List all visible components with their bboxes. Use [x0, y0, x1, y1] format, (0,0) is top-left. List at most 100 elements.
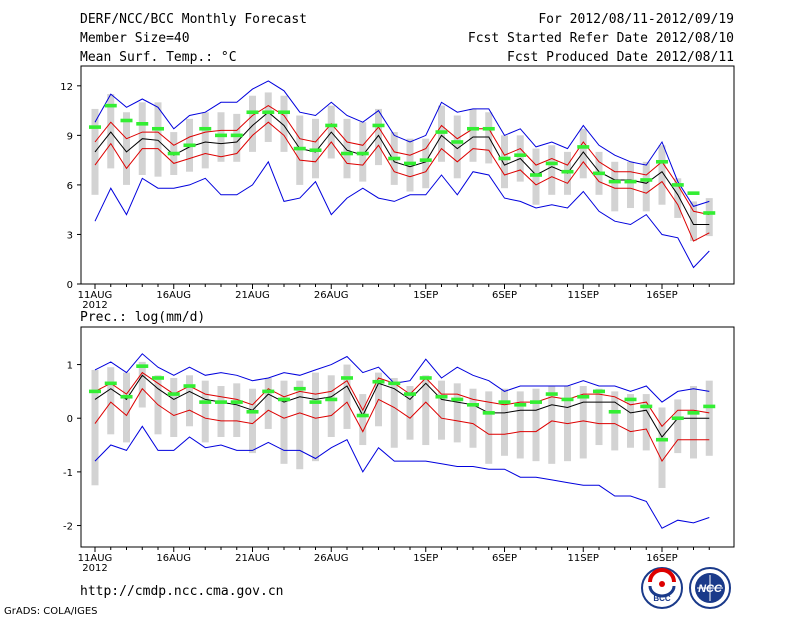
spread-box: [233, 383, 241, 437]
median-marker: [388, 156, 401, 161]
median-marker: [199, 400, 212, 404]
spread-box: [422, 138, 430, 189]
min-line: [94, 160, 710, 269]
median-marker: [388, 381, 401, 386]
median-marker: [215, 133, 227, 138]
spread-box: [249, 388, 256, 454]
median-marker: [671, 183, 684, 187]
median-marker: [451, 397, 464, 402]
x-tick-label: 26AUG: [314, 553, 349, 564]
spread-box: [343, 118, 351, 179]
spread-box: [674, 399, 682, 454]
median-marker: [703, 211, 716, 215]
median-marker: [356, 413, 369, 418]
median-marker: [309, 400, 322, 404]
forecast-period: For 2012/08/11-2012/09/19: [538, 12, 734, 27]
spread-box: [107, 367, 115, 435]
spread-box: [296, 380, 304, 470]
median-marker: [404, 392, 416, 396]
spread-box: [705, 198, 713, 237]
median-marker: [419, 158, 432, 162]
spread-box: [674, 178, 682, 218]
median-marker: [498, 400, 511, 404]
ncc-logo: NCC: [689, 567, 731, 609]
median-marker: [293, 386, 306, 391]
spread-box: [611, 161, 619, 212]
spread-box: [516, 391, 524, 459]
y-tick-label: 6: [67, 181, 73, 192]
median-marker: [467, 403, 479, 407]
spread-box: [642, 394, 650, 451]
spread-box: [469, 108, 477, 162]
spread-box: [201, 112, 209, 169]
spread-box: [627, 394, 634, 448]
ensemble-mean-line: [94, 111, 710, 225]
spread-upper-line: [94, 371, 710, 428]
spread-box: [406, 386, 414, 440]
spread-box: [201, 380, 209, 443]
median-marker: [341, 151, 353, 156]
source-url[interactable]: http://cmdp.ncc.cma.gov.cn: [80, 584, 284, 599]
x-year-label: 2012: [82, 300, 107, 311]
spread-box: [138, 361, 146, 408]
median-marker: [498, 156, 511, 161]
spread-box: [249, 95, 256, 152]
spread-box: [343, 364, 351, 429]
median-marker: [530, 173, 542, 177]
spread-box: [453, 383, 461, 443]
x-tick-label: 21AUG: [235, 290, 270, 301]
median-marker: [293, 146, 306, 151]
median-marker: [167, 151, 180, 156]
spread-box: [453, 115, 461, 179]
y-tick-label: 12: [60, 82, 73, 93]
spread-upper-line: [94, 105, 710, 216]
median-marker: [167, 392, 180, 396]
median-marker: [656, 437, 668, 442]
spread-box: [154, 102, 162, 177]
ncc-logo-text: NCC: [698, 583, 723, 595]
y-tick-label: 3: [67, 230, 73, 241]
x-tick-label: 16AUG: [156, 290, 191, 301]
median-marker: [183, 143, 196, 148]
spread-box: [548, 386, 556, 464]
median-marker: [561, 397, 574, 402]
spread-box: [485, 391, 493, 464]
spread-box: [170, 377, 178, 437]
median-marker: [608, 179, 621, 184]
median-marker: [545, 161, 558, 166]
median-marker: [404, 161, 416, 166]
median-marker: [624, 179, 637, 184]
median-marker: [530, 400, 542, 404]
median-marker: [120, 118, 133, 123]
plot-frame: [80, 326, 735, 548]
y-tick-label: 0: [67, 414, 73, 425]
x-tick-label: 6SEP: [492, 290, 517, 301]
x-tick-label: 21AUG: [235, 553, 270, 564]
median-marker: [341, 376, 353, 380]
median-marker: [435, 394, 448, 399]
spread-box: [690, 386, 697, 459]
median-marker: [136, 122, 149, 126]
temperature-panel: 0 3 6 9 12 11AUG 16AUG 21AUG 26AUG 1SEP 6SEP 11SEP 1…: [60, 65, 735, 311]
median-marker: [89, 389, 101, 394]
x-tick-label: 11SEP: [568, 290, 599, 301]
prec-panel-title: Prec.: log(mm/d): [80, 310, 205, 325]
x-tick-label: 11AUG: [78, 290, 113, 301]
bcc-logo: BCC: [641, 567, 683, 609]
median-marker: [687, 411, 700, 415]
median-marker: [356, 151, 369, 156]
median-marker: [608, 409, 621, 414]
spread-box: [186, 375, 193, 427]
median-marker: [577, 394, 590, 399]
median-marker: [246, 110, 259, 115]
spread-box: [264, 377, 272, 429]
spread-box: [658, 407, 666, 488]
spread-box: [690, 201, 697, 242]
forecast-produced-date: Fcst Produced Date 2012/08/11: [507, 50, 734, 65]
spread-box: [280, 380, 288, 464]
median-marker: [577, 145, 590, 149]
median-marker: [419, 376, 432, 380]
spread-box: [123, 112, 130, 185]
y-tick-label: -1: [63, 468, 73, 479]
